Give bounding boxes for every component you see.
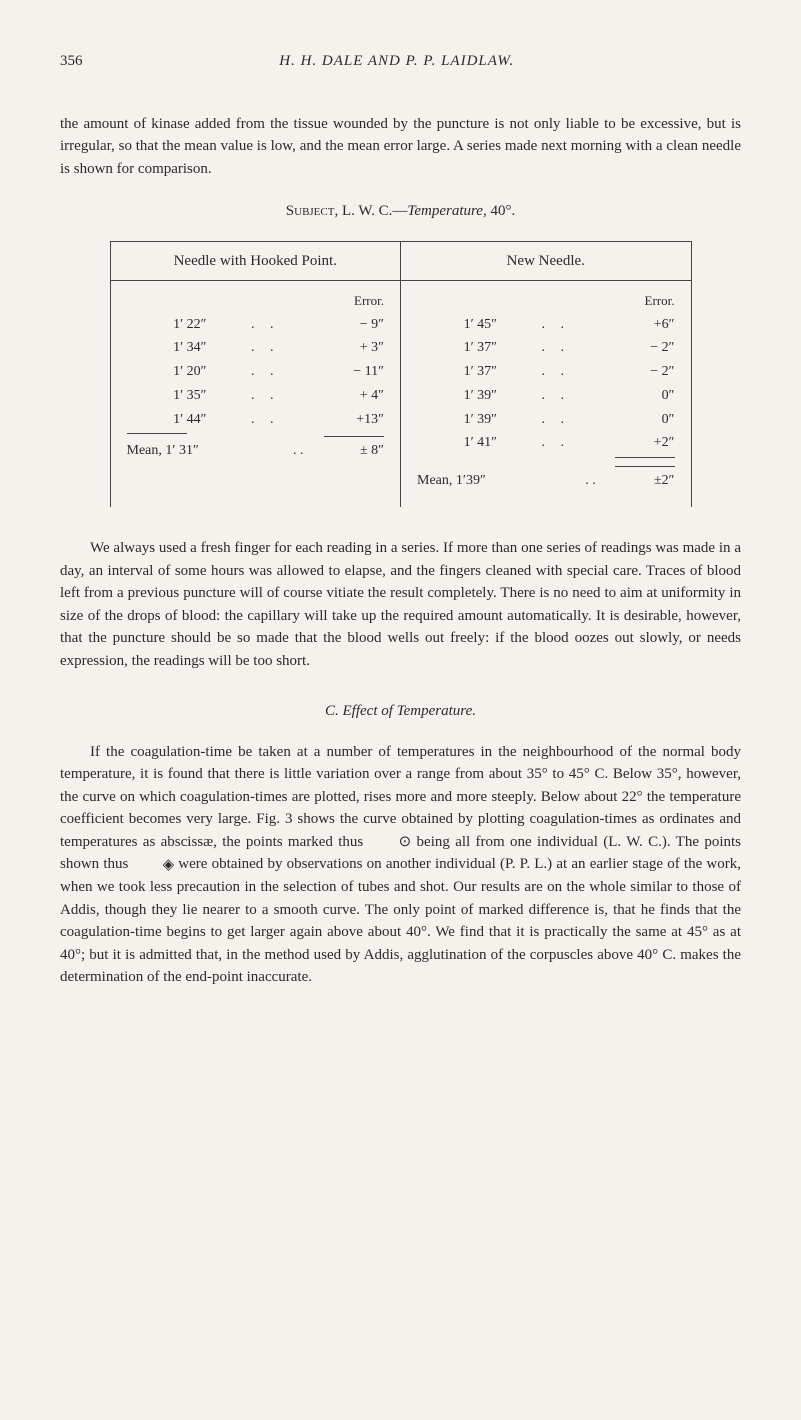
error-value: 0″ [615,408,675,432]
intro-paragraph: the amount of kinase added from the tiss… [60,113,741,181]
table-row: 1′ 34″. .+ 3″ [127,336,385,360]
mean-label: Mean, 1′ 31″ [127,439,237,463]
dots: . . [207,336,325,360]
running-title: H. H. DALE AND P. P. LAIDLAW. [279,50,514,73]
right-column: Error. 1′ 45″. .+6″1′ 37″. .− 2″1′ 37″. … [401,281,691,507]
table-row: 1′ 37″. .− 2″ [417,336,675,360]
dots: . . [497,431,615,455]
table-row: 1′ 39″. .0″ [417,384,675,408]
dots: . . [293,439,304,463]
error-value: − 9″ [324,313,384,337]
time-value: 1′ 20″ [127,360,207,384]
left-col-header: Needle with Hooked Point. [111,242,402,281]
dots: . . [497,408,615,432]
para-c-part3: were obtained by observations on another… [60,856,741,985]
subject-line: Subject, L. W. C.—Temperature, 40°. [60,200,741,223]
left-column: Error. 1′ 22″. .− 9″1′ 34″. .+ 3″1′ 20″.… [111,281,402,507]
mean-label: Mean, 1′39″ [417,469,527,493]
mean-err: ±2″ [654,469,675,493]
error-value: +2″ [615,431,675,455]
mean-row-right: Mean, 1′39″ . . ±2″ [417,469,675,493]
table-row: 1′ 45″. .+6″ [417,313,675,337]
page-number: 356 [60,50,83,73]
table-header-row: Needle with Hooked Point. New Needle. [111,242,691,282]
table-row: 1′ 44″. .+13″ [127,408,385,432]
subject-suffix: , 40°. [483,203,515,219]
error-value: +13″ [324,408,384,432]
dots: . . [207,408,325,432]
time-value: 1′ 45″ [417,313,497,337]
section-c-heading: C. Effect of Temperature. [60,700,741,723]
table-row: 1′ 39″. .0″ [417,408,675,432]
table-row: 1′ 22″. .− 9″ [127,313,385,337]
error-value: + 4″ [324,384,384,408]
dots: . . [207,360,325,384]
circle-dot-symbol: ⊙ [369,831,412,854]
dots: . . [497,360,615,384]
page-header: 356 H. H. DALE AND P. P. LAIDLAW. [60,50,741,73]
table-body: Error. 1′ 22″. .− 9″1′ 34″. .+ 3″1′ 20″.… [111,281,691,507]
table-row: 1′ 35″. .+ 4″ [127,384,385,408]
error-label-right: Error. [417,291,675,311]
dots: . . [585,469,596,493]
dots: . . [497,384,615,408]
time-value: 1′ 22″ [127,313,207,337]
rule [615,466,675,467]
needle-table: Needle with Hooked Point. New Needle. Er… [110,241,692,508]
error-value: 0″ [615,384,675,408]
rule [615,457,675,458]
error-value: − 2″ [615,336,675,360]
para-after-table: We always used a fresh finger for each r… [60,537,741,672]
time-value: 1′ 41″ [417,431,497,455]
rule [324,436,384,437]
time-value: 1′ 35″ [127,384,207,408]
table-row: 1′ 20″. .− 11″ [127,360,385,384]
dots: . . [207,313,325,337]
error-value: − 2″ [615,360,675,384]
mean-err: ± 8″ [360,439,384,463]
time-value: 1′ 39″ [417,408,497,432]
error-value: + 3″ [324,336,384,360]
right-col-header: New Needle. [401,242,691,281]
time-value: 1′ 37″ [417,336,497,360]
diamond-dot-symbol: ◈ [133,854,175,877]
table-row: 1′ 41″. .+2″ [417,431,675,455]
time-value: 1′ 39″ [417,384,497,408]
section-c-paragraph: If the coagulation-time be taken at a nu… [60,741,741,989]
subject-italic: Temperature [407,203,483,219]
time-value: 1′ 37″ [417,360,497,384]
table-row: 1′ 37″. .− 2″ [417,360,675,384]
header-spacer [711,50,741,73]
time-value: 1′ 34″ [127,336,207,360]
subject-prefix: Subject, L. W. C.— [286,203,408,219]
mean-row-left: Mean, 1′ 31″ . . ± 8″ [127,439,385,463]
rule [127,433,187,434]
dots: . . [207,384,325,408]
dots: . . [497,336,615,360]
error-value: +6″ [615,313,675,337]
dots: . . [497,313,615,337]
error-value: − 11″ [324,360,384,384]
error-label-left: Error. [127,291,385,311]
time-value: 1′ 44″ [127,408,207,432]
